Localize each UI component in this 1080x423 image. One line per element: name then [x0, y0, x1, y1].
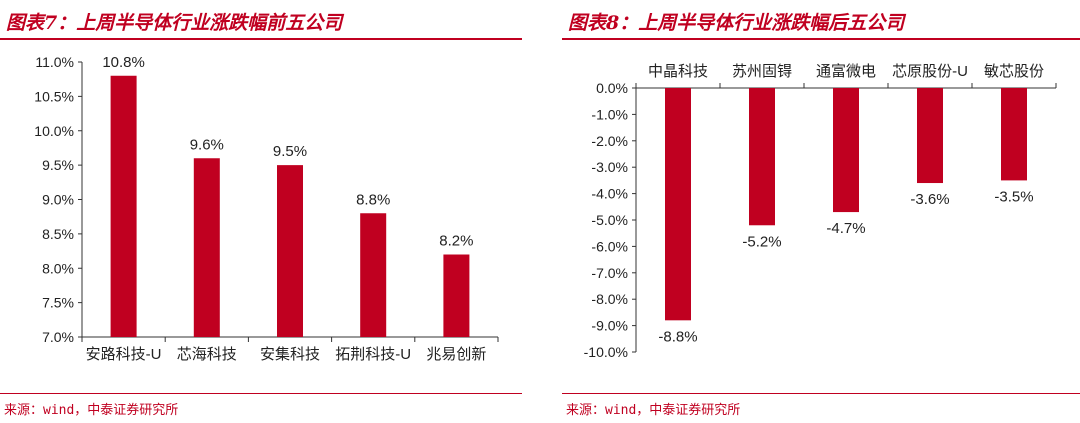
y-tick-label: 0.0% [596, 80, 628, 96]
category-label: 苏州固锝 [732, 63, 792, 80]
y-tick-label: 7.0% [42, 329, 74, 345]
data-label: -8.8% [658, 328, 697, 345]
y-tick-label: 8.5% [42, 226, 74, 242]
data-label: 9.6% [190, 136, 224, 153]
category-label: 安路科技-U [86, 346, 162, 363]
data-label: 8.8% [356, 191, 390, 208]
y-tick-label: 10.0% [34, 123, 74, 139]
category-label: 安集科技 [260, 346, 320, 363]
bar [665, 88, 691, 321]
y-tick-label: 7.5% [42, 295, 74, 311]
y-tick-label: -7.0% [591, 265, 628, 281]
bar [360, 213, 387, 337]
bar [193, 158, 220, 337]
bar [917, 88, 943, 184]
bar [443, 254, 470, 337]
data-label: 8.2% [439, 233, 473, 250]
data-label: -3.6% [910, 191, 949, 208]
y-tick-label: -4.0% [591, 186, 628, 202]
y-tick-label: -3.0% [591, 159, 628, 175]
bar [277, 165, 303, 337]
bar-chart-top-gainers: 7.0% 7.5% 8.0% 8.5% 9.0% 9.5% 10.0% 10.5% 11.0% 1… [34, 54, 499, 363]
source-note: 来源：wind，中泰证券研究所 [4, 403, 179, 418]
data-label: 9.5% [273, 143, 307, 160]
bar [833, 88, 859, 213]
y-tick-label: 9.5% [42, 157, 74, 173]
category-label: 芯海科技 [177, 346, 237, 363]
bar-chart-top-losers: 0.0% -1.0% -2.0% -3.0% -4.0% -5.0% -6.0% -7.0% -… [584, 62, 1057, 360]
chart-panel-top-gainers: 图表7：上周半导体行业涨跌幅前五公司 7.0% 7.5% 8.0% 8.5% 9.0% 9… [0, 0, 522, 423]
title-divider [0, 38, 522, 40]
y-tick-label: 10.5% [34, 88, 74, 104]
chart-title: 图表7：上周半导体行业涨跌幅前五公司 [6, 12, 343, 34]
y-tick-label: -2.0% [591, 133, 628, 149]
category-label: 敏芯股份 [984, 63, 1044, 80]
chart-panel-top-losers: 图表8：上周半导体行业涨跌幅后五公司 0.0% -1.0% -2.0% -3.0% -4… [562, 0, 1080, 423]
bar [1001, 88, 1027, 181]
category-label: 通富微电 [816, 62, 876, 80]
data-label: -3.5% [994, 188, 1033, 205]
y-tick-label: 8.0% [42, 260, 74, 276]
y-tick-label: -8.0% [591, 291, 628, 307]
bar [749, 88, 775, 226]
data-label: -4.7% [826, 220, 865, 237]
data-label: 10.8% [102, 54, 145, 71]
source-divider [0, 393, 522, 394]
y-tick-label: -1.0% [591, 106, 628, 122]
y-tick-label: -6.0% [591, 238, 628, 254]
title-divider [562, 38, 1080, 40]
data-label: -5.2% [742, 233, 781, 250]
y-tick-label: -10.0% [584, 344, 628, 360]
source-divider [562, 393, 1080, 394]
bar [110, 75, 137, 337]
chart-title: 图表8：上周半导体行业涨跌幅后五公司 [568, 12, 905, 34]
y-tick-label: 11.0% [35, 54, 74, 70]
category-label: 拓荆科技-U [335, 346, 411, 363]
source-note: 来源：wind，中泰证券研究所 [566, 403, 741, 418]
y-tick-label: -9.0% [591, 318, 628, 334]
category-label: 芯原股份-U [892, 63, 968, 80]
y-tick-label: -5.0% [591, 212, 628, 228]
y-tick-label: 9.0% [42, 192, 74, 208]
category-label: 中晶科技 [648, 63, 708, 80]
category-label: 兆易创新 [426, 346, 486, 363]
